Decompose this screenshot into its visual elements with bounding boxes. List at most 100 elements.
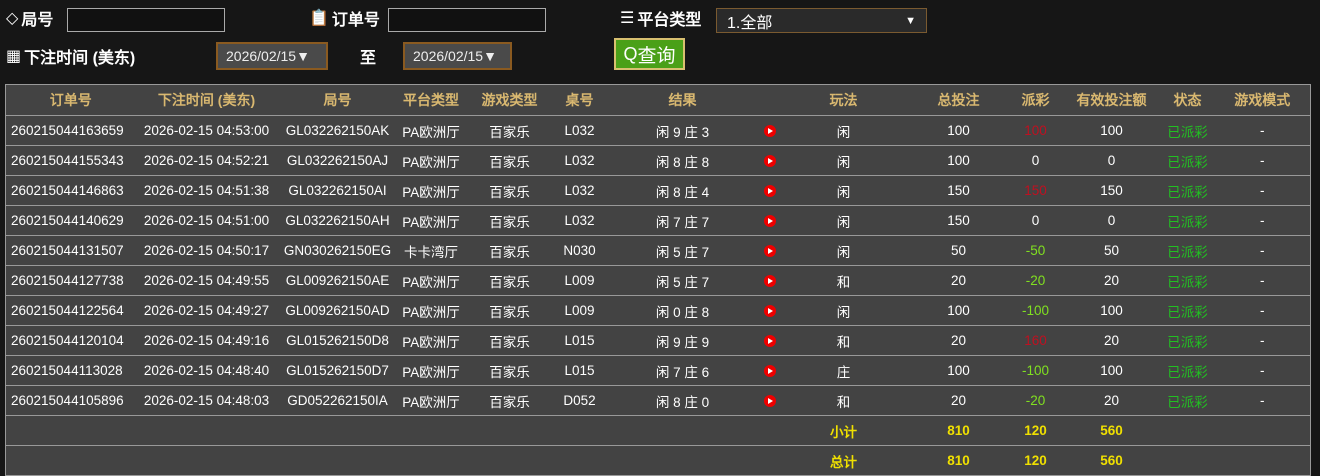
- cell: -: [1214, 325, 1311, 356]
- replay-cell: [760, 235, 779, 266]
- cell: D052: [554, 385, 605, 416]
- date-from-picker[interactable]: 2026/02/15▼: [216, 42, 328, 70]
- column-header: 游戏模式: [1214, 84, 1311, 116]
- cell: PA欧洲厅: [397, 295, 465, 326]
- cell: 100: [908, 295, 1009, 326]
- cell: 150: [908, 175, 1009, 206]
- cell: GL009262150AE: [277, 265, 398, 296]
- cell: GN030262150EG: [277, 235, 398, 266]
- play-icon[interactable]: [763, 335, 776, 348]
- cell: 闲: [778, 205, 909, 236]
- cell: 已派彩: [1160, 205, 1215, 236]
- cell: PA欧洲厅: [397, 385, 465, 416]
- cell: 闲: [778, 115, 909, 146]
- subtotal-payout: 120: [1008, 415, 1063, 446]
- column-header: 局号: [277, 84, 398, 116]
- cell: 闲: [778, 235, 909, 266]
- column-header: 桌号: [554, 84, 605, 116]
- cell: L009: [554, 295, 605, 326]
- cell: -100: [1008, 295, 1063, 326]
- cell: PA欧洲厅: [397, 325, 465, 356]
- cell: 100: [1062, 115, 1161, 146]
- round-input[interactable]: [67, 8, 225, 32]
- cell: 100: [1008, 115, 1063, 146]
- cell: 已派彩: [1160, 355, 1215, 386]
- list-icon: ☰: [620, 10, 635, 27]
- play-icon[interactable]: [763, 275, 776, 288]
- cell: 160: [1008, 325, 1063, 356]
- column-header: 游戏类型: [464, 84, 555, 116]
- cell: 2026-02-15 04:49:27: [135, 295, 278, 326]
- play-icon[interactable]: [763, 185, 776, 198]
- total-bet: 810: [908, 445, 1009, 476]
- cell: 已派彩: [1160, 235, 1215, 266]
- platform-select[interactable]: 1.全部 ▼: [716, 8, 927, 33]
- replay-cell: [760, 355, 779, 386]
- cell: 50: [908, 235, 1009, 266]
- cell: 260215044146863: [5, 175, 136, 206]
- column-header: 玩法: [778, 84, 909, 116]
- replay-cell: [760, 115, 779, 146]
- cell: 已派彩: [1160, 325, 1215, 356]
- order-label: 📋 订单号: [309, 10, 380, 29]
- cell: 0: [1062, 145, 1161, 176]
- cell: 闲: [778, 175, 909, 206]
- cell: 已派彩: [1160, 295, 1215, 326]
- cell: 已派彩: [1160, 385, 1215, 416]
- cell: PA欧洲厅: [397, 145, 465, 176]
- table-row: 260215044131507 2026-02-15 04:50:17 GN0302…: [5, 235, 1311, 266]
- column-header: [760, 84, 779, 116]
- cell: 2026-02-15 04:53:00: [135, 115, 278, 146]
- cell: 260215044113028: [5, 355, 136, 386]
- cell: 百家乐: [464, 205, 555, 236]
- play-icon[interactable]: [763, 365, 776, 378]
- play-icon[interactable]: [763, 155, 776, 168]
- order-input[interactable]: [388, 8, 546, 32]
- cell: L032: [554, 205, 605, 236]
- cell: 150: [1008, 175, 1063, 206]
- cell: 2026-02-15 04:49:55: [135, 265, 278, 296]
- cell: 100: [1062, 355, 1161, 386]
- cell: L032: [554, 175, 605, 206]
- cell: 20: [908, 385, 1009, 416]
- play-icon[interactable]: [763, 395, 776, 408]
- cell: -50: [1008, 235, 1063, 266]
- cell: N030: [554, 235, 605, 266]
- round-label: ◇ 局号: [6, 10, 54, 29]
- date-to-picker[interactable]: 2026/02/15▼: [403, 42, 512, 70]
- cell: 260215044122564: [5, 295, 136, 326]
- total-valid: 560: [1062, 445, 1161, 476]
- table-row: 260215044105896 2026-02-15 04:48:03 GD0522…: [5, 385, 1311, 416]
- cell: 20: [908, 325, 1009, 356]
- cell: PA欧洲厅: [397, 265, 465, 296]
- cell: 和: [778, 385, 909, 416]
- column-header: 总投注: [908, 84, 1009, 116]
- cell: 2026-02-15 04:52:21: [135, 145, 278, 176]
- column-header: 有效投注额: [1062, 84, 1161, 116]
- cell: 0: [1062, 205, 1161, 236]
- play-icon[interactable]: [763, 125, 776, 138]
- cell: 2026-02-15 04:50:17: [135, 235, 278, 266]
- cell: 庄: [778, 355, 909, 386]
- cell: GL015262150D8: [277, 325, 398, 356]
- search-icon: Q: [623, 43, 638, 64]
- cell: GL032262150AJ: [277, 145, 398, 176]
- column-header: 下注时间 (美东): [135, 84, 278, 116]
- total-row: 总计 810 120 560: [5, 445, 1311, 476]
- chevron-down-icon: ▼: [905, 14, 916, 27]
- play-icon[interactable]: [763, 305, 776, 318]
- cell: 百家乐: [464, 175, 555, 206]
- cell: PA欧洲厅: [397, 355, 465, 386]
- search-button[interactable]: Q 查询: [614, 38, 685, 70]
- cell: 2026-02-15 04:48:03: [135, 385, 278, 416]
- subtotal-bet: 810: [908, 415, 1009, 446]
- play-icon[interactable]: [763, 215, 776, 228]
- cell: 已派彩: [1160, 265, 1215, 296]
- cell: 260215044105896: [5, 385, 136, 416]
- cell: 260215044155343: [5, 145, 136, 176]
- cell: 闲 9 庄 3: [604, 115, 761, 146]
- cell: 已派彩: [1160, 115, 1215, 146]
- cell: GL032262150AH: [277, 205, 398, 236]
- replay-cell: [760, 265, 779, 296]
- play-icon[interactable]: [763, 245, 776, 258]
